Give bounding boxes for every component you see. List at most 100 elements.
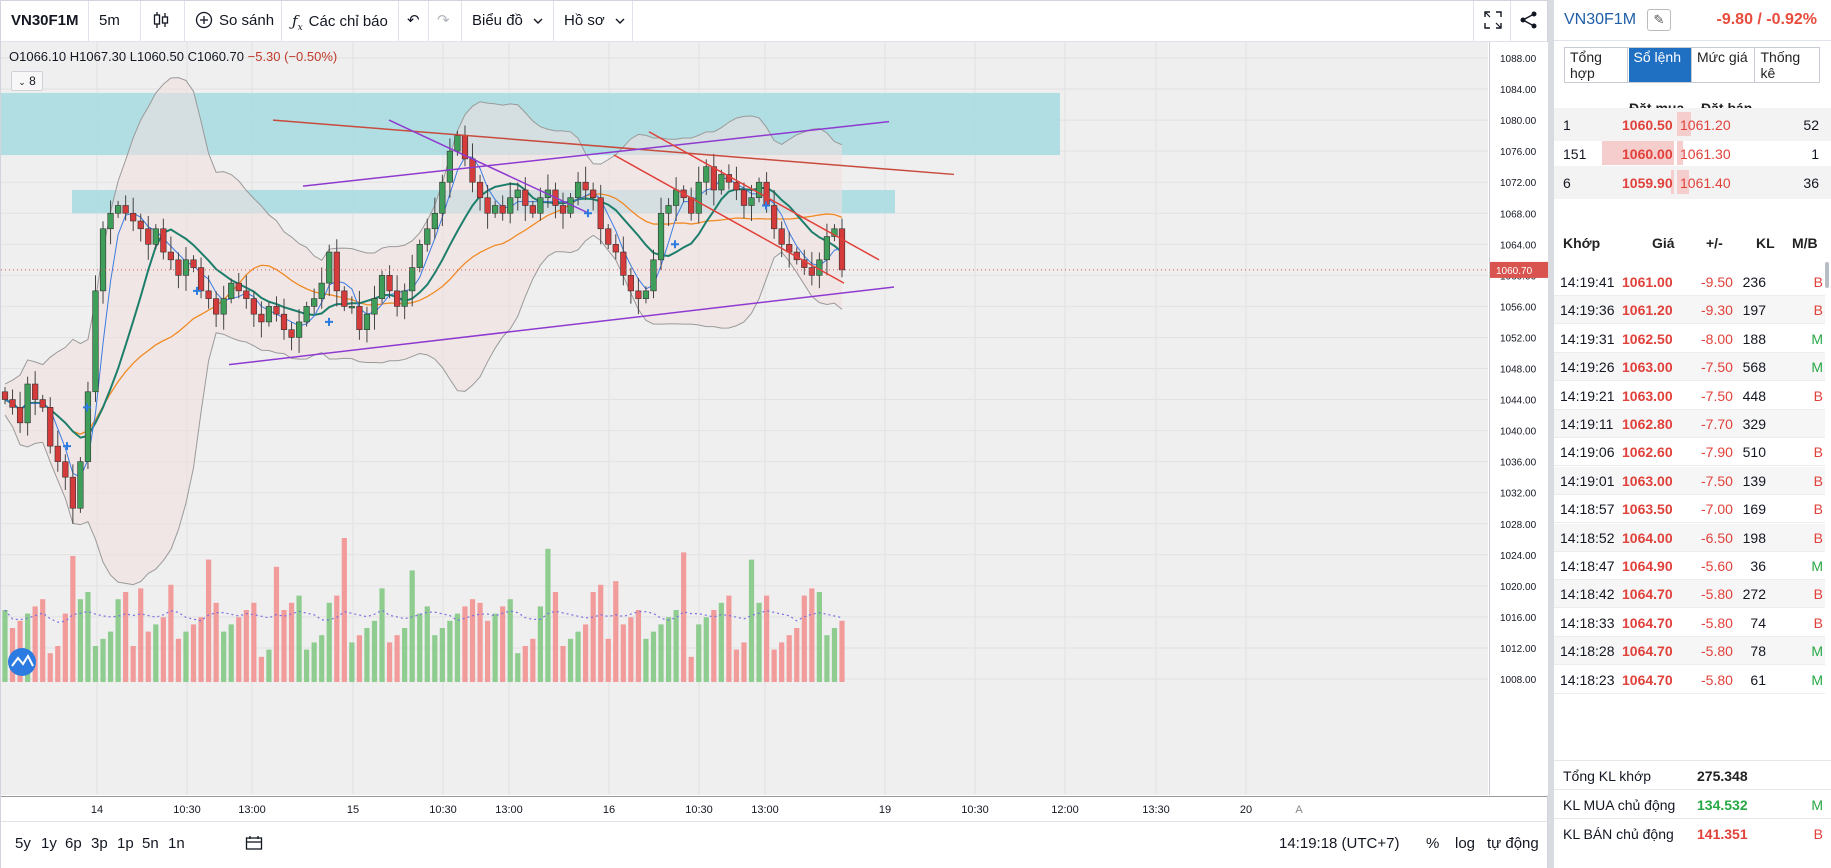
- candle[interactable]: [627, 267, 634, 304]
- orderbook-row[interactable]: 151 1060.00 1061.30 1: [1554, 137, 1831, 170]
- candle[interactable]: [311, 288, 318, 314]
- candle[interactable]: [62, 454, 69, 490]
- edit-button[interactable]: ✎: [1647, 9, 1671, 31]
- candle[interactable]: [431, 197, 438, 239]
- candle[interactable]: [522, 177, 529, 222]
- candle[interactable]: [439, 174, 446, 227]
- clock-label[interactable]: 14:19:18 (UTC+7): [1279, 835, 1400, 852]
- range-button-1p[interactable]: 1p: [117, 835, 134, 852]
- profile-menu[interactable]: Hồ sơ: [554, 1, 633, 41]
- candle[interactable]: [620, 236, 627, 286]
- auto-scale-button[interactable]: tự động: [1487, 835, 1539, 852]
- candle[interactable]: [190, 255, 197, 273]
- candle[interactable]: [122, 195, 129, 221]
- candle[interactable]: [823, 223, 831, 276]
- candle[interactable]: [695, 166, 702, 224]
- trade-row[interactable]: 14:18:42 1064.70 -5.80 272 B: [1554, 580, 1825, 609]
- candle[interactable]: [341, 286, 348, 312]
- candle[interactable]: [484, 184, 491, 229]
- candle[interactable]: [145, 215, 152, 260]
- candle[interactable]: [507, 182, 514, 224]
- candle[interactable]: [635, 278, 642, 315]
- candle[interactable]: [273, 296, 280, 322]
- signal-marker[interactable]: [762, 201, 770, 210]
- range-button-5n[interactable]: 5n: [142, 835, 159, 852]
- candle[interactable]: [265, 301, 273, 327]
- trade-row[interactable]: 14:19:11 1062.80 -7.70 329: [1554, 410, 1825, 438]
- candle[interactable]: [529, 200, 536, 218]
- candle[interactable]: [69, 464, 76, 524]
- candle[interactable]: [280, 298, 288, 340]
- candle[interactable]: [605, 224, 612, 249]
- tab-1[interactable]: Sổ lệnh: [1628, 48, 1692, 82]
- time-axis[interactable]: 14 10:30 13:00 15 10:30 13:00 16 10:30 13:00 19 10…: [1, 796, 1547, 821]
- candle[interactable]: [9, 389, 16, 415]
- redo-button[interactable]: ↷: [429, 1, 462, 41]
- candle[interactable]: [808, 252, 815, 286]
- candle[interactable]: [220, 285, 227, 330]
- candle[interactable]: [333, 239, 340, 307]
- candle[interactable]: [778, 221, 785, 258]
- candle[interactable]: [492, 200, 499, 218]
- candle[interactable]: [197, 257, 205, 299]
- candle[interactable]: [235, 273, 242, 299]
- price-chart[interactable]: [1, 42, 1488, 795]
- range-button-6p[interactable]: 6p: [65, 835, 82, 852]
- candle[interactable]: [92, 275, 99, 402]
- candle[interactable]: [24, 376, 31, 436]
- candle[interactable]: [371, 285, 378, 330]
- candle[interactable]: [115, 200, 122, 218]
- trend-line-red-desc[interactable]: [648, 131, 880, 261]
- trade-row[interactable]: 14:18:28 1064.70 -5.80 78 M: [1554, 637, 1825, 666]
- signal-marker[interactable]: [584, 209, 592, 218]
- price-axis[interactable]: 1088.00 1084.00 1080.00 1076.00 1072.00 1068.…: [1489, 42, 1548, 795]
- candle[interactable]: [152, 224, 159, 249]
- candle[interactable]: [182, 247, 190, 291]
- trade-row[interactable]: 14:18:57 1063.50 -7.00 169 B: [1554, 495, 1825, 524]
- trade-row[interactable]: 14:18:23 1064.70 -5.80 61 M: [1554, 666, 1825, 694]
- candle[interactable]: [160, 218, 167, 260]
- tab-3[interactable]: Thống kê: [1760, 49, 1801, 81]
- signal-marker[interactable]: [193, 286, 201, 295]
- candle[interactable]: [348, 296, 355, 314]
- candle[interactable]: [54, 430, 61, 472]
- candle[interactable]: [838, 218, 846, 278]
- chart-type-menu[interactable]: Biểu đồ: [462, 1, 554, 41]
- candle[interactable]: [771, 189, 778, 239]
- trade-row[interactable]: 14:18:33 1064.70 -5.80 74 B: [1554, 609, 1825, 637]
- candle[interactable]: [39, 394, 46, 412]
- trade-row[interactable]: 14:18:47 1064.90 -5.60 36 M: [1554, 552, 1825, 580]
- candle[interactable]: [597, 184, 604, 245]
- range-button-5y[interactable]: 5y: [15, 835, 31, 852]
- candle[interactable]: [318, 267, 325, 309]
- candle[interactable]: [401, 283, 408, 320]
- signal-marker[interactable]: [83, 403, 91, 412]
- candle[interactable]: [703, 159, 710, 196]
- candle[interactable]: [77, 456, 84, 513]
- trade-row[interactable]: 14:19:31 1062.50 -8.00 188 M: [1554, 325, 1825, 353]
- channel-line-lower[interactable]: [228, 286, 895, 366]
- orderbook-row[interactable]: 1 1060.50 1061.20 52: [1554, 108, 1831, 141]
- chart-style-button[interactable]: [141, 1, 185, 41]
- candle[interactable]: [167, 236, 174, 270]
- candle[interactable]: [801, 249, 808, 275]
- candle[interactable]: [559, 192, 567, 229]
- candle[interactable]: [363, 306, 371, 343]
- candle[interactable]: [657, 197, 665, 270]
- share-button[interactable]: [1511, 1, 1547, 41]
- trade-row[interactable]: 14:19:36 1061.20 -9.30 197 B: [1554, 296, 1825, 325]
- tab-2[interactable]: Mức giá: [1692, 48, 1755, 82]
- interval-button[interactable]: 5m: [89, 1, 141, 41]
- candle[interactable]: [47, 397, 54, 454]
- log-scale-button[interactable]: log: [1455, 835, 1476, 852]
- range-button-1y[interactable]: 1y: [41, 835, 57, 852]
- candle[interactable]: [137, 213, 144, 242]
- orderbook-row[interactable]: 6 1059.90 1061.40 36: [1554, 166, 1831, 199]
- candle[interactable]: [642, 286, 650, 304]
- trade-row[interactable]: 14:19:21 1063.00 -7.50 448 B: [1554, 382, 1825, 410]
- panel-symbol[interactable]: VN30F1M: [1564, 11, 1637, 28]
- candle[interactable]: [755, 177, 763, 203]
- candle[interactable]: [295, 309, 303, 353]
- candle[interactable]: [710, 153, 717, 206]
- candle[interactable]: [250, 291, 257, 327]
